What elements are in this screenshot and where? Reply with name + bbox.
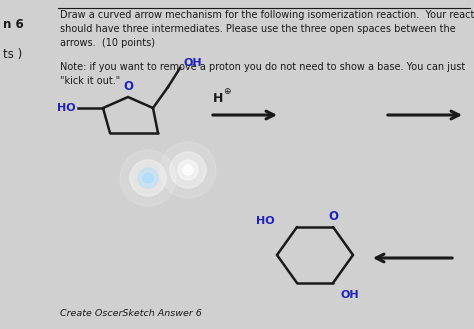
Circle shape <box>143 173 153 183</box>
Circle shape <box>170 152 206 188</box>
Text: Note: if you want to remove a proton you do not need to show a base. You can jus: Note: if you want to remove a proton you… <box>60 62 465 86</box>
Text: Create OscerSketch Answer 6: Create OscerSketch Answer 6 <box>60 309 202 318</box>
Text: ⊕: ⊕ <box>223 88 231 96</box>
Text: H: H <box>213 91 223 105</box>
Text: ts ): ts ) <box>3 48 22 61</box>
Text: OH: OH <box>341 290 360 300</box>
Circle shape <box>160 142 216 198</box>
Circle shape <box>130 160 166 196</box>
Circle shape <box>178 160 198 180</box>
Text: O: O <box>328 211 338 223</box>
Text: Draw a curved arrow mechanism for the following isomerization reaction.  Your re: Draw a curved arrow mechanism for the fo… <box>60 10 474 48</box>
Text: OH: OH <box>184 58 202 68</box>
Circle shape <box>183 165 193 175</box>
Text: O: O <box>123 81 133 93</box>
Circle shape <box>138 168 158 188</box>
Text: n 6: n 6 <box>3 18 24 31</box>
Text: HO: HO <box>256 216 275 226</box>
Text: HO: HO <box>57 103 76 113</box>
Circle shape <box>120 150 176 206</box>
